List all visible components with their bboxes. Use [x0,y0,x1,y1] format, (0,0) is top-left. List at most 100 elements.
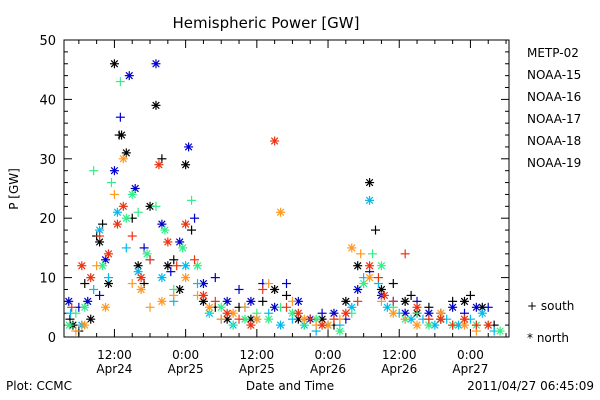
south-point [373,273,383,283]
north-point [388,308,398,318]
south-point [388,279,398,289]
south-point [234,314,244,324]
south-point [258,284,268,294]
south-point [471,320,481,330]
south-point [133,207,143,217]
south-point [104,273,113,283]
x-tick-time-label: 12:00 [97,348,132,362]
y-tick-label: 30 [39,153,56,168]
south-point [71,326,81,336]
north-point [448,302,458,312]
north-point [341,296,351,306]
north-point [181,273,191,283]
south-point [240,302,250,312]
north-point [483,320,493,330]
south-point [190,213,200,223]
south-point [234,284,244,294]
x-tick-time-label: 0:00 [457,348,484,362]
south-point [388,296,398,306]
north-point [353,284,363,294]
north-point [151,59,161,69]
north-point [246,296,256,306]
south-point [106,178,116,188]
south-point [109,189,119,199]
south-point [282,279,291,289]
plot-frame [63,39,510,338]
south-point [89,284,99,294]
legend-entry: NOAA-17 [527,112,581,126]
north-point [157,273,167,283]
north-point [495,326,505,336]
north-point [471,302,481,312]
y-tick-label: 20 [39,212,56,227]
south-point [95,290,105,300]
north-point [359,279,369,289]
north-point [118,154,128,164]
north-point [198,296,208,306]
north-point [175,284,185,294]
south-point [228,320,238,330]
north-point [178,243,188,253]
south-point [264,279,274,289]
north-point [400,296,410,306]
legend-entry: NOAA-18 [527,134,581,148]
north-point [276,320,286,330]
north-point [64,296,74,306]
south-point [169,290,179,300]
south-point [190,255,200,265]
legend-entry: NOAA-15 [527,68,581,82]
north-point [86,273,96,283]
north-point [270,136,280,146]
south-point [400,314,410,324]
y-tick-label: 10 [39,272,56,287]
north-point [181,219,191,229]
north-point [86,314,96,324]
north-point [379,290,389,300]
south-point [193,279,202,289]
north-point [347,243,357,253]
north-point [477,308,487,318]
chart-title: Hemispheric Power [GW] [173,14,360,32]
north-point [101,302,111,312]
north-point [335,326,345,336]
legend: METP-02 NOAA-15 NOAA-16 NOAA-17 NOAA-18 NOAA-… [527,46,581,170]
north-point [163,237,173,247]
south-point [406,290,416,300]
north-point [151,100,161,110]
north-point [365,178,375,188]
north-point [181,261,191,271]
north-point [121,213,131,223]
south-point [356,249,366,259]
north-point [142,249,152,259]
north-point [424,320,434,330]
south-point [305,314,315,324]
south-point [465,290,475,300]
south-point [80,279,90,289]
north-point [157,296,167,306]
south-point [210,273,220,283]
north-point [163,261,173,271]
x-axis-label: Date and Time [246,379,334,393]
south-point [258,296,268,306]
south-point [89,166,99,176]
south-point [71,308,81,318]
north-point [181,160,191,170]
x-tick-date-label: Apr25 [239,362,275,376]
south-point [368,249,378,259]
north-point [109,59,119,69]
north-point [193,261,202,271]
y-tick-label: 0 [48,331,56,346]
x-tick-time-label: 12:00 [240,348,275,362]
north-point [80,302,90,312]
north-point [365,261,375,271]
north-point [136,284,146,294]
south-point [282,290,291,300]
south-point [329,314,339,324]
x-tick-time-label: 0:00 [315,348,342,362]
south-point [172,261,182,271]
south-point [353,296,363,306]
south-point [127,279,137,289]
north-point [382,302,392,312]
north-point [133,267,143,277]
